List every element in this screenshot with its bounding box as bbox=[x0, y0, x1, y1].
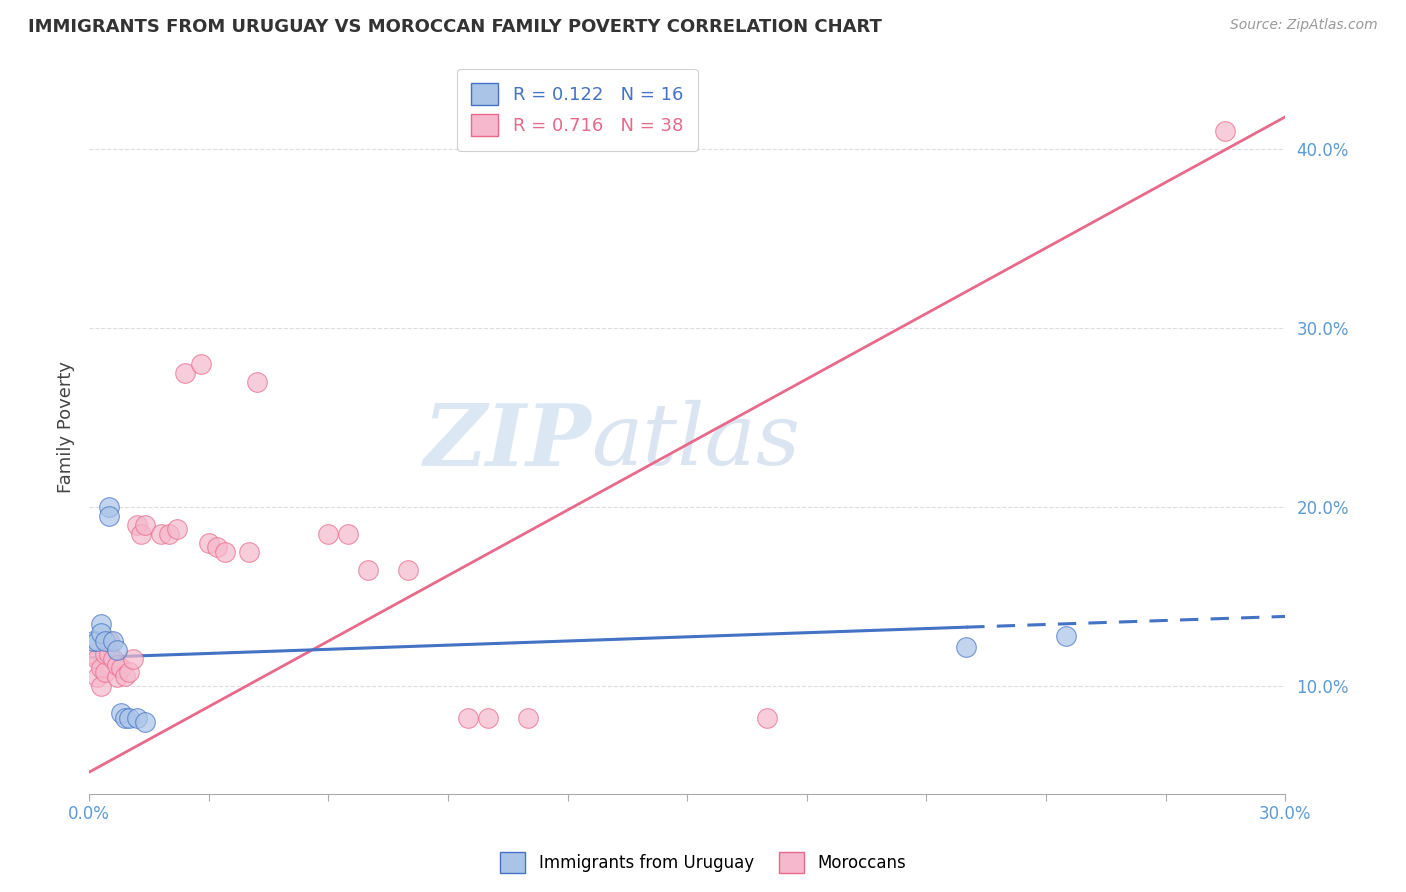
Y-axis label: Family Poverty: Family Poverty bbox=[58, 360, 75, 492]
Point bbox=[205, 540, 228, 554]
Point bbox=[105, 670, 128, 684]
Point bbox=[122, 652, 145, 666]
Point bbox=[86, 634, 108, 648]
Point bbox=[98, 647, 121, 661]
Text: ZIP: ZIP bbox=[423, 400, 592, 483]
Point bbox=[396, 563, 419, 577]
Point bbox=[129, 527, 152, 541]
Point bbox=[134, 714, 156, 729]
Point bbox=[110, 706, 132, 720]
Point bbox=[94, 665, 117, 679]
Point bbox=[98, 500, 121, 515]
Point bbox=[90, 625, 112, 640]
Point bbox=[94, 647, 117, 661]
Point bbox=[86, 670, 108, 684]
Point bbox=[166, 522, 188, 536]
Point bbox=[477, 711, 499, 725]
Point bbox=[357, 563, 380, 577]
Point bbox=[149, 527, 172, 541]
Point bbox=[101, 634, 124, 648]
Point bbox=[82, 634, 104, 648]
Point bbox=[90, 679, 112, 693]
Text: Source: ZipAtlas.com: Source: ZipAtlas.com bbox=[1230, 18, 1378, 32]
Point bbox=[114, 668, 136, 682]
Point bbox=[316, 527, 339, 541]
Point bbox=[90, 616, 112, 631]
Point bbox=[125, 518, 148, 533]
Legend: R = 0.122   N = 16, R = 0.716   N = 38: R = 0.122 N = 16, R = 0.716 N = 38 bbox=[457, 69, 697, 151]
Point bbox=[101, 652, 124, 666]
Point bbox=[125, 711, 148, 725]
Point bbox=[134, 518, 156, 533]
Point bbox=[82, 647, 104, 661]
Point bbox=[157, 527, 180, 541]
Point bbox=[214, 545, 236, 559]
Point bbox=[90, 661, 112, 675]
Point bbox=[457, 711, 479, 725]
Point bbox=[516, 711, 538, 725]
Point bbox=[98, 509, 121, 524]
Point bbox=[190, 357, 212, 371]
Point bbox=[118, 711, 141, 725]
Point bbox=[197, 536, 219, 550]
Legend: Immigrants from Uruguay, Moroccans: Immigrants from Uruguay, Moroccans bbox=[494, 846, 912, 880]
Point bbox=[105, 657, 128, 672]
Point bbox=[755, 711, 778, 725]
Point bbox=[238, 545, 260, 559]
Point bbox=[86, 652, 108, 666]
Point bbox=[173, 366, 195, 380]
Point bbox=[1215, 124, 1237, 138]
Point bbox=[1054, 629, 1077, 643]
Point bbox=[110, 661, 132, 675]
Text: atlas: atlas bbox=[592, 400, 800, 483]
Point bbox=[94, 634, 117, 648]
Point bbox=[118, 665, 141, 679]
Point bbox=[337, 527, 360, 541]
Point bbox=[955, 640, 977, 654]
Point bbox=[245, 375, 267, 389]
Point bbox=[105, 643, 128, 657]
Text: IMMIGRANTS FROM URUGUAY VS MOROCCAN FAMILY POVERTY CORRELATION CHART: IMMIGRANTS FROM URUGUAY VS MOROCCAN FAMI… bbox=[28, 18, 882, 36]
Point bbox=[114, 711, 136, 725]
Point bbox=[98, 634, 121, 648]
